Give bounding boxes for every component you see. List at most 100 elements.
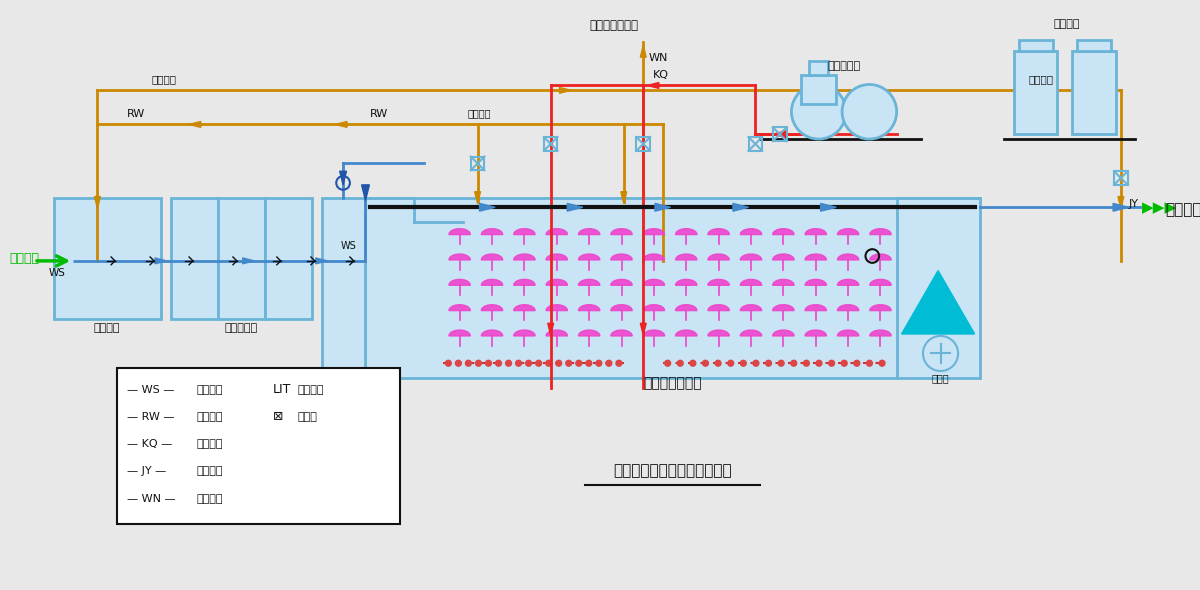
Text: RW: RW bbox=[371, 109, 389, 119]
Polygon shape bbox=[1114, 204, 1129, 211]
Text: WS: WS bbox=[341, 241, 356, 251]
Polygon shape bbox=[611, 254, 632, 260]
Polygon shape bbox=[514, 254, 535, 260]
Polygon shape bbox=[676, 304, 697, 310]
Bar bbox=[1014, 51, 1057, 134]
Text: 医院污水: 医院污水 bbox=[10, 253, 40, 266]
Polygon shape bbox=[773, 304, 794, 310]
Bar bbox=[54, 198, 161, 319]
Polygon shape bbox=[773, 254, 794, 260]
Polygon shape bbox=[449, 229, 470, 235]
Text: 一体化污水生化处理工艺流程: 一体化污水生化处理工艺流程 bbox=[613, 463, 732, 478]
Text: RW: RW bbox=[127, 109, 145, 119]
Polygon shape bbox=[870, 330, 892, 336]
Bar bbox=[116, 368, 400, 524]
Polygon shape bbox=[546, 280, 568, 285]
Polygon shape bbox=[708, 229, 730, 235]
Bar bbox=[809, 61, 828, 75]
Polygon shape bbox=[870, 229, 892, 235]
Bar bbox=[322, 198, 366, 368]
Bar bbox=[636, 137, 650, 151]
Polygon shape bbox=[643, 229, 665, 235]
Circle shape bbox=[880, 360, 884, 366]
Circle shape bbox=[829, 360, 834, 366]
Polygon shape bbox=[708, 254, 730, 260]
Circle shape bbox=[576, 360, 582, 366]
Circle shape bbox=[841, 360, 847, 366]
Bar bbox=[544, 137, 558, 151]
Text: 达标排放: 达标排放 bbox=[1165, 202, 1200, 217]
Polygon shape bbox=[155, 258, 167, 264]
Polygon shape bbox=[805, 304, 827, 310]
Circle shape bbox=[923, 336, 958, 371]
Text: WS: WS bbox=[49, 267, 66, 277]
Polygon shape bbox=[643, 280, 665, 285]
Polygon shape bbox=[805, 229, 827, 235]
Circle shape bbox=[727, 360, 733, 366]
Circle shape bbox=[702, 360, 708, 366]
Polygon shape bbox=[547, 323, 553, 335]
Polygon shape bbox=[546, 330, 568, 336]
Polygon shape bbox=[773, 131, 786, 137]
Circle shape bbox=[445, 360, 451, 366]
Circle shape bbox=[586, 360, 592, 366]
Text: — WS —: — WS — bbox=[127, 385, 174, 395]
Circle shape bbox=[715, 360, 721, 366]
Text: 加药管线: 加药管线 bbox=[197, 467, 223, 476]
Polygon shape bbox=[805, 254, 827, 260]
Polygon shape bbox=[740, 304, 762, 310]
Polygon shape bbox=[838, 280, 859, 285]
Polygon shape bbox=[361, 185, 370, 201]
Text: 污泥排至污泥池: 污泥排至污泥池 bbox=[589, 19, 638, 32]
Polygon shape bbox=[641, 323, 646, 335]
Polygon shape bbox=[643, 330, 665, 336]
Polygon shape bbox=[514, 229, 535, 235]
Polygon shape bbox=[655, 204, 671, 211]
Bar bbox=[1072, 51, 1116, 134]
Bar bbox=[170, 198, 217, 319]
Circle shape bbox=[546, 360, 552, 366]
Text: 预消毒池: 预消毒池 bbox=[94, 323, 120, 333]
Polygon shape bbox=[481, 280, 503, 285]
Text: 污水管线: 污水管线 bbox=[197, 385, 223, 395]
Text: — JY —: — JY — bbox=[127, 467, 166, 476]
Polygon shape bbox=[620, 192, 626, 204]
Text: 通毒加氯: 通毒加氯 bbox=[151, 74, 176, 84]
Text: KQ: KQ bbox=[653, 70, 670, 80]
Text: — RW —: — RW — bbox=[127, 412, 174, 422]
Polygon shape bbox=[773, 280, 794, 285]
Polygon shape bbox=[647, 83, 659, 88]
Circle shape bbox=[792, 84, 846, 139]
Bar bbox=[802, 75, 836, 104]
Circle shape bbox=[606, 360, 612, 366]
Circle shape bbox=[740, 360, 746, 366]
Text: 水质水量调节池: 水质水量调节池 bbox=[320, 368, 366, 378]
Polygon shape bbox=[838, 304, 859, 310]
Circle shape bbox=[690, 360, 696, 366]
Polygon shape bbox=[449, 330, 470, 336]
Polygon shape bbox=[316, 258, 328, 264]
Polygon shape bbox=[821, 204, 836, 211]
Text: LIT: LIT bbox=[272, 383, 292, 396]
Circle shape bbox=[516, 360, 522, 366]
Polygon shape bbox=[676, 229, 697, 235]
Bar bbox=[1114, 171, 1128, 185]
Polygon shape bbox=[611, 280, 632, 285]
Polygon shape bbox=[870, 280, 892, 285]
Circle shape bbox=[456, 360, 461, 366]
Circle shape bbox=[854, 360, 859, 366]
Circle shape bbox=[616, 360, 622, 366]
Circle shape bbox=[842, 84, 896, 139]
Polygon shape bbox=[773, 229, 794, 235]
Bar bbox=[773, 127, 786, 141]
Polygon shape bbox=[95, 196, 101, 208]
Text: ⊠: ⊠ bbox=[272, 410, 283, 424]
Circle shape bbox=[556, 360, 562, 366]
Circle shape bbox=[505, 360, 511, 366]
Polygon shape bbox=[568, 204, 583, 211]
Bar bbox=[366, 198, 979, 378]
Polygon shape bbox=[708, 330, 730, 336]
Circle shape bbox=[496, 360, 502, 366]
Polygon shape bbox=[805, 330, 827, 336]
Circle shape bbox=[526, 360, 532, 366]
